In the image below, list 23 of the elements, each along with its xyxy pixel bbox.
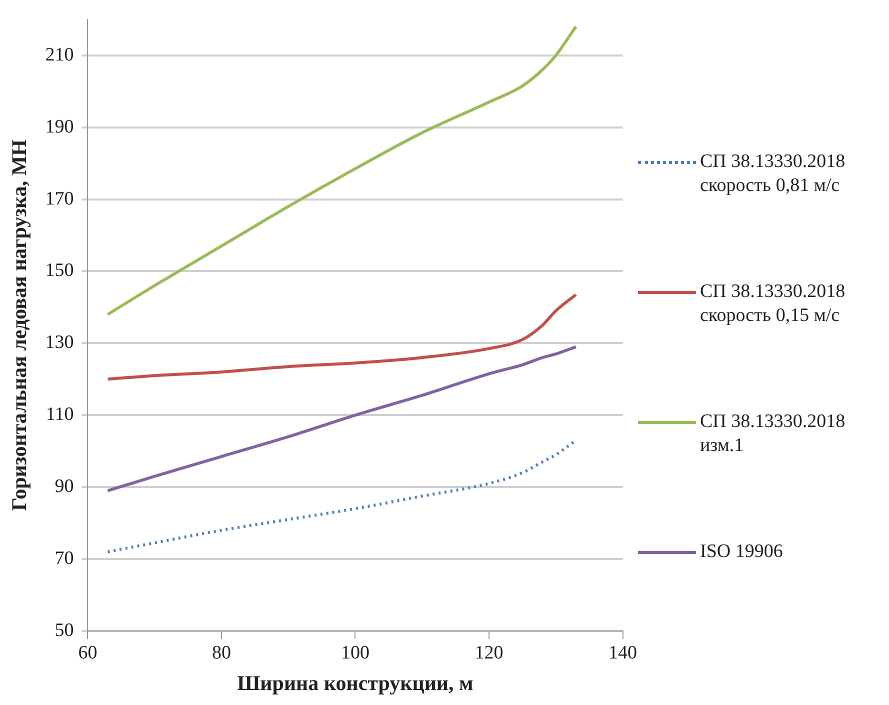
y-tick-label: 50 (54, 620, 74, 641)
legend-label: СП 38.13330.2018 изм.1 (700, 410, 846, 458)
line-series (106, 345, 578, 492)
x-tick-label: 100 (340, 642, 370, 664)
y-tick-label: 130 (45, 332, 74, 354)
y-tick-label: 190 (45, 116, 74, 138)
x-tick-label: 80 (212, 642, 231, 664)
y-tick-label: 70 (54, 548, 74, 570)
y-tick-label: 150 (45, 260, 74, 282)
x-tick-label: 140 (608, 642, 637, 664)
y-tick-label: 90 (54, 476, 74, 498)
line-series (106, 25, 578, 316)
legend-label: СП 38.13330.2018 скорость 0,15 м/с (700, 280, 846, 328)
y-tick-label: 170 (45, 188, 74, 210)
line-series (106, 293, 578, 381)
legend-label: СП 38.13330.2018 скорость 0,81 м/с (700, 150, 846, 198)
y-tick-label: 110 (46, 404, 74, 426)
x-axis-title: Ширина конструкции, м (237, 670, 474, 695)
x-tick-label: 60 (78, 642, 98, 664)
x-tick-label: 120 (474, 642, 504, 664)
legend-label: ISO 19906 (700, 540, 784, 564)
y-axis-title: Горизонтальная ледовая нагрузка, МН (7, 140, 32, 511)
y-tick-label: 210 (45, 44, 74, 66)
